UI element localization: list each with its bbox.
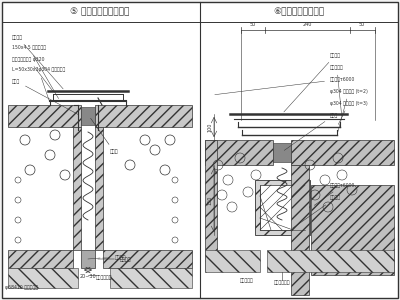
Text: 缓冲区: 缓冲区	[284, 112, 338, 150]
Text: 150: 150	[207, 195, 212, 205]
Text: 极数边已τ6000: 极数边已τ6000	[314, 182, 355, 206]
Bar	[205, 250, 260, 272]
Text: 50: 50	[359, 22, 365, 27]
Bar	[291, 165, 309, 295]
Bar	[311, 185, 394, 275]
Text: 50: 50	[250, 22, 256, 27]
Bar	[273, 143, 291, 162]
Bar	[255, 180, 310, 235]
Bar	[8, 268, 78, 288]
Text: φ304 不锈林樐 (t=3): φ304 不锈林樐 (t=3)	[330, 100, 368, 124]
Text: 100: 100	[207, 122, 212, 132]
Text: 氥居氥石嵌缝: 氥居氥石嵌缝	[96, 275, 112, 280]
Text: 缓冲区: 缓冲区	[12, 79, 78, 115]
Bar	[73, 127, 81, 250]
Bar	[260, 185, 305, 230]
Bar	[8, 105, 81, 127]
Text: 拼形塑料: 拼形塑料	[12, 34, 63, 89]
Text: 汲水石网格: 汲水石网格	[240, 278, 254, 283]
Bar	[8, 250, 73, 268]
Bar	[81, 250, 95, 268]
Bar	[110, 268, 192, 288]
Text: 240: 240	[302, 22, 312, 27]
Text: 氥居氥石嵌缝: 氥居氥石嵌缝	[274, 280, 290, 285]
Text: 拼形塑料: 拼形塑料	[284, 52, 341, 112]
Text: ⑤ 墙面及天花板伸缩缝: ⑤ 墙面及天花板伸缩缝	[70, 8, 130, 16]
Bar	[103, 250, 192, 268]
Text: 150x4.5 不锈林样条: 150x4.5 不锈林样条	[12, 46, 58, 99]
Text: φ304 不锈林樐 (t=2): φ304 不锈林樐 (t=2)	[330, 88, 368, 132]
Text: 缓冲区: 缓冲区	[90, 118, 119, 154]
Bar	[267, 250, 394, 272]
Text: 涂水消水方: 涂水消水方	[330, 64, 344, 116]
Text: 极数边已τ6000: 极数边已τ6000	[215, 76, 355, 95]
Bar	[205, 140, 217, 270]
Bar	[291, 140, 394, 165]
Text: ⑥地下室屋顶伸缩缝: ⑥地下室屋顶伸缩缝	[274, 8, 324, 16]
Text: 先浓汁条: 先浓汁条	[292, 196, 341, 228]
Text: L=50x30x3φ304 不锈林护角: L=50x30x3φ304 不锈林护角	[12, 68, 65, 100]
Text: 先浓汁条: 先浓汁条	[98, 256, 132, 262]
Bar	[95, 105, 192, 127]
Bar	[81, 107, 95, 125]
Bar	[95, 127, 103, 250]
Text: 20~30: 20~30	[80, 274, 96, 279]
Bar	[205, 140, 273, 165]
Text: 不锈林开大管式 φ320: 不锈林开大管式 φ320	[12, 56, 53, 92]
Text: φ68410 弃三调木块: φ68410 弃三调木块	[5, 286, 38, 290]
Text: 先浓汁条: 先浓汁条	[103, 256, 126, 260]
